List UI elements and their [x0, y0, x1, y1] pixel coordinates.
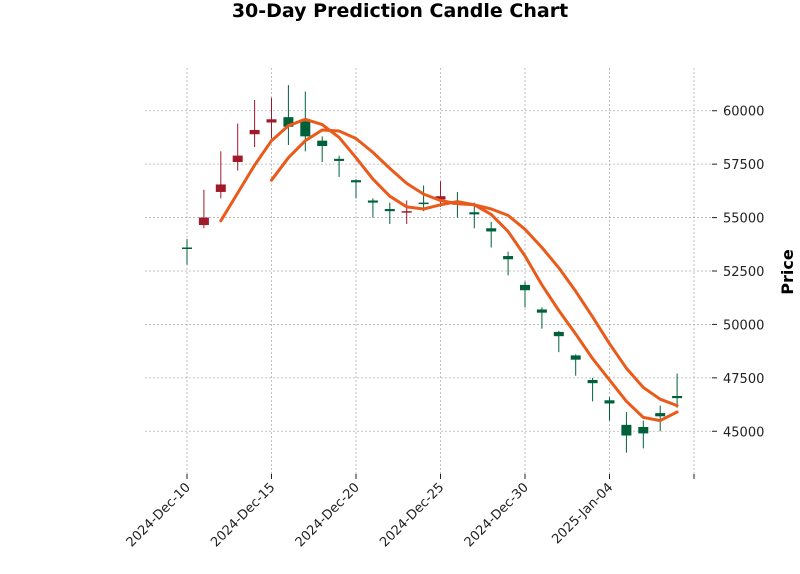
candle-body — [520, 284, 530, 291]
y-tick-label: 57500 — [723, 158, 764, 173]
candle — [198, 189, 209, 229]
x-tick-label: 2024-Dec-25 — [377, 480, 447, 550]
candle-body — [536, 309, 547, 313]
candle — [435, 181, 446, 207]
moving-averages — [219, 117, 679, 423]
candle — [536, 307, 547, 329]
x-tick-label: 2024-Dec-20 — [293, 480, 363, 550]
candle — [570, 354, 581, 376]
candle-body — [283, 117, 294, 127]
candle-body — [672, 396, 683, 399]
candle — [553, 330, 564, 353]
candle-body — [401, 211, 412, 213]
candle — [266, 97, 277, 139]
candle-body — [215, 184, 226, 192]
x-tick-label: 2025-Jan-04 — [549, 480, 616, 547]
candle — [401, 200, 412, 224]
candle — [283, 85, 294, 145]
candle — [486, 221, 497, 248]
candle-body — [300, 121, 311, 137]
candle-body — [469, 212, 480, 215]
candle-body — [638, 426, 649, 434]
y-tick-label: 45000 — [723, 425, 764, 440]
candle — [621, 412, 632, 453]
y-tick-label: 50000 — [723, 318, 764, 333]
candle — [418, 185, 429, 212]
candle — [182, 238, 192, 265]
candle-body — [334, 158, 345, 161]
grid-lines — [145, 68, 712, 474]
y-tick-label: 55000 — [723, 212, 764, 227]
candle — [384, 202, 395, 224]
y-tick-label: 47500 — [723, 372, 764, 387]
y-tick-label: 60000 — [723, 105, 764, 120]
candle — [215, 151, 226, 199]
candle — [587, 377, 598, 402]
ma-fast-line — [219, 117, 679, 423]
candles — [182, 85, 683, 453]
candle — [469, 202, 480, 229]
y-axis: 45000 47500 50000 52500 55000 57500 60000 — [712, 105, 764, 440]
x-tick-label: 2024-Dec-15 — [208, 480, 278, 550]
candle-body — [232, 155, 243, 163]
candle-body — [317, 140, 328, 146]
candle-body — [604, 400, 615, 404]
candle — [367, 198, 378, 218]
candle — [520, 281, 530, 308]
x-tick-label: 2024-Dec-10 — [124, 480, 194, 550]
candle — [249, 100, 260, 148]
candle-body — [655, 413, 666, 417]
candle-body — [418, 202, 429, 205]
candle — [638, 420, 649, 449]
chart-title: 30-Day Prediction Candle Chart — [232, 0, 568, 22]
candle-body — [182, 247, 192, 249]
y-axis-label: Price — [778, 249, 797, 295]
candle — [334, 155, 345, 177]
candle — [655, 405, 666, 432]
x-tick-label: 2024-Dec-30 — [462, 480, 532, 550]
x-axis: 2024-Dec-10 2024-Dec-15 2024-Dec-20 2024-De… — [124, 474, 695, 550]
ma-slow-line — [270, 128, 679, 408]
candle-body — [503, 256, 514, 260]
candle — [232, 123, 243, 171]
candle-body — [367, 200, 378, 203]
candle-body — [621, 424, 632, 436]
candle — [351, 179, 361, 199]
candle — [672, 373, 683, 408]
candle-body — [266, 119, 277, 123]
candle — [604, 397, 615, 421]
y-tick-label: 52500 — [723, 265, 764, 280]
candle-body — [198, 217, 209, 226]
candle — [317, 136, 328, 163]
candle-body — [486, 228, 497, 232]
candle-body — [553, 331, 564, 337]
candle-body — [351, 180, 361, 183]
candle — [503, 251, 514, 276]
candle-body — [587, 379, 598, 384]
candle-body — [249, 129, 260, 135]
candle-body — [384, 209, 395, 212]
candle-body — [570, 355, 581, 360]
candle-body — [435, 196, 446, 200]
